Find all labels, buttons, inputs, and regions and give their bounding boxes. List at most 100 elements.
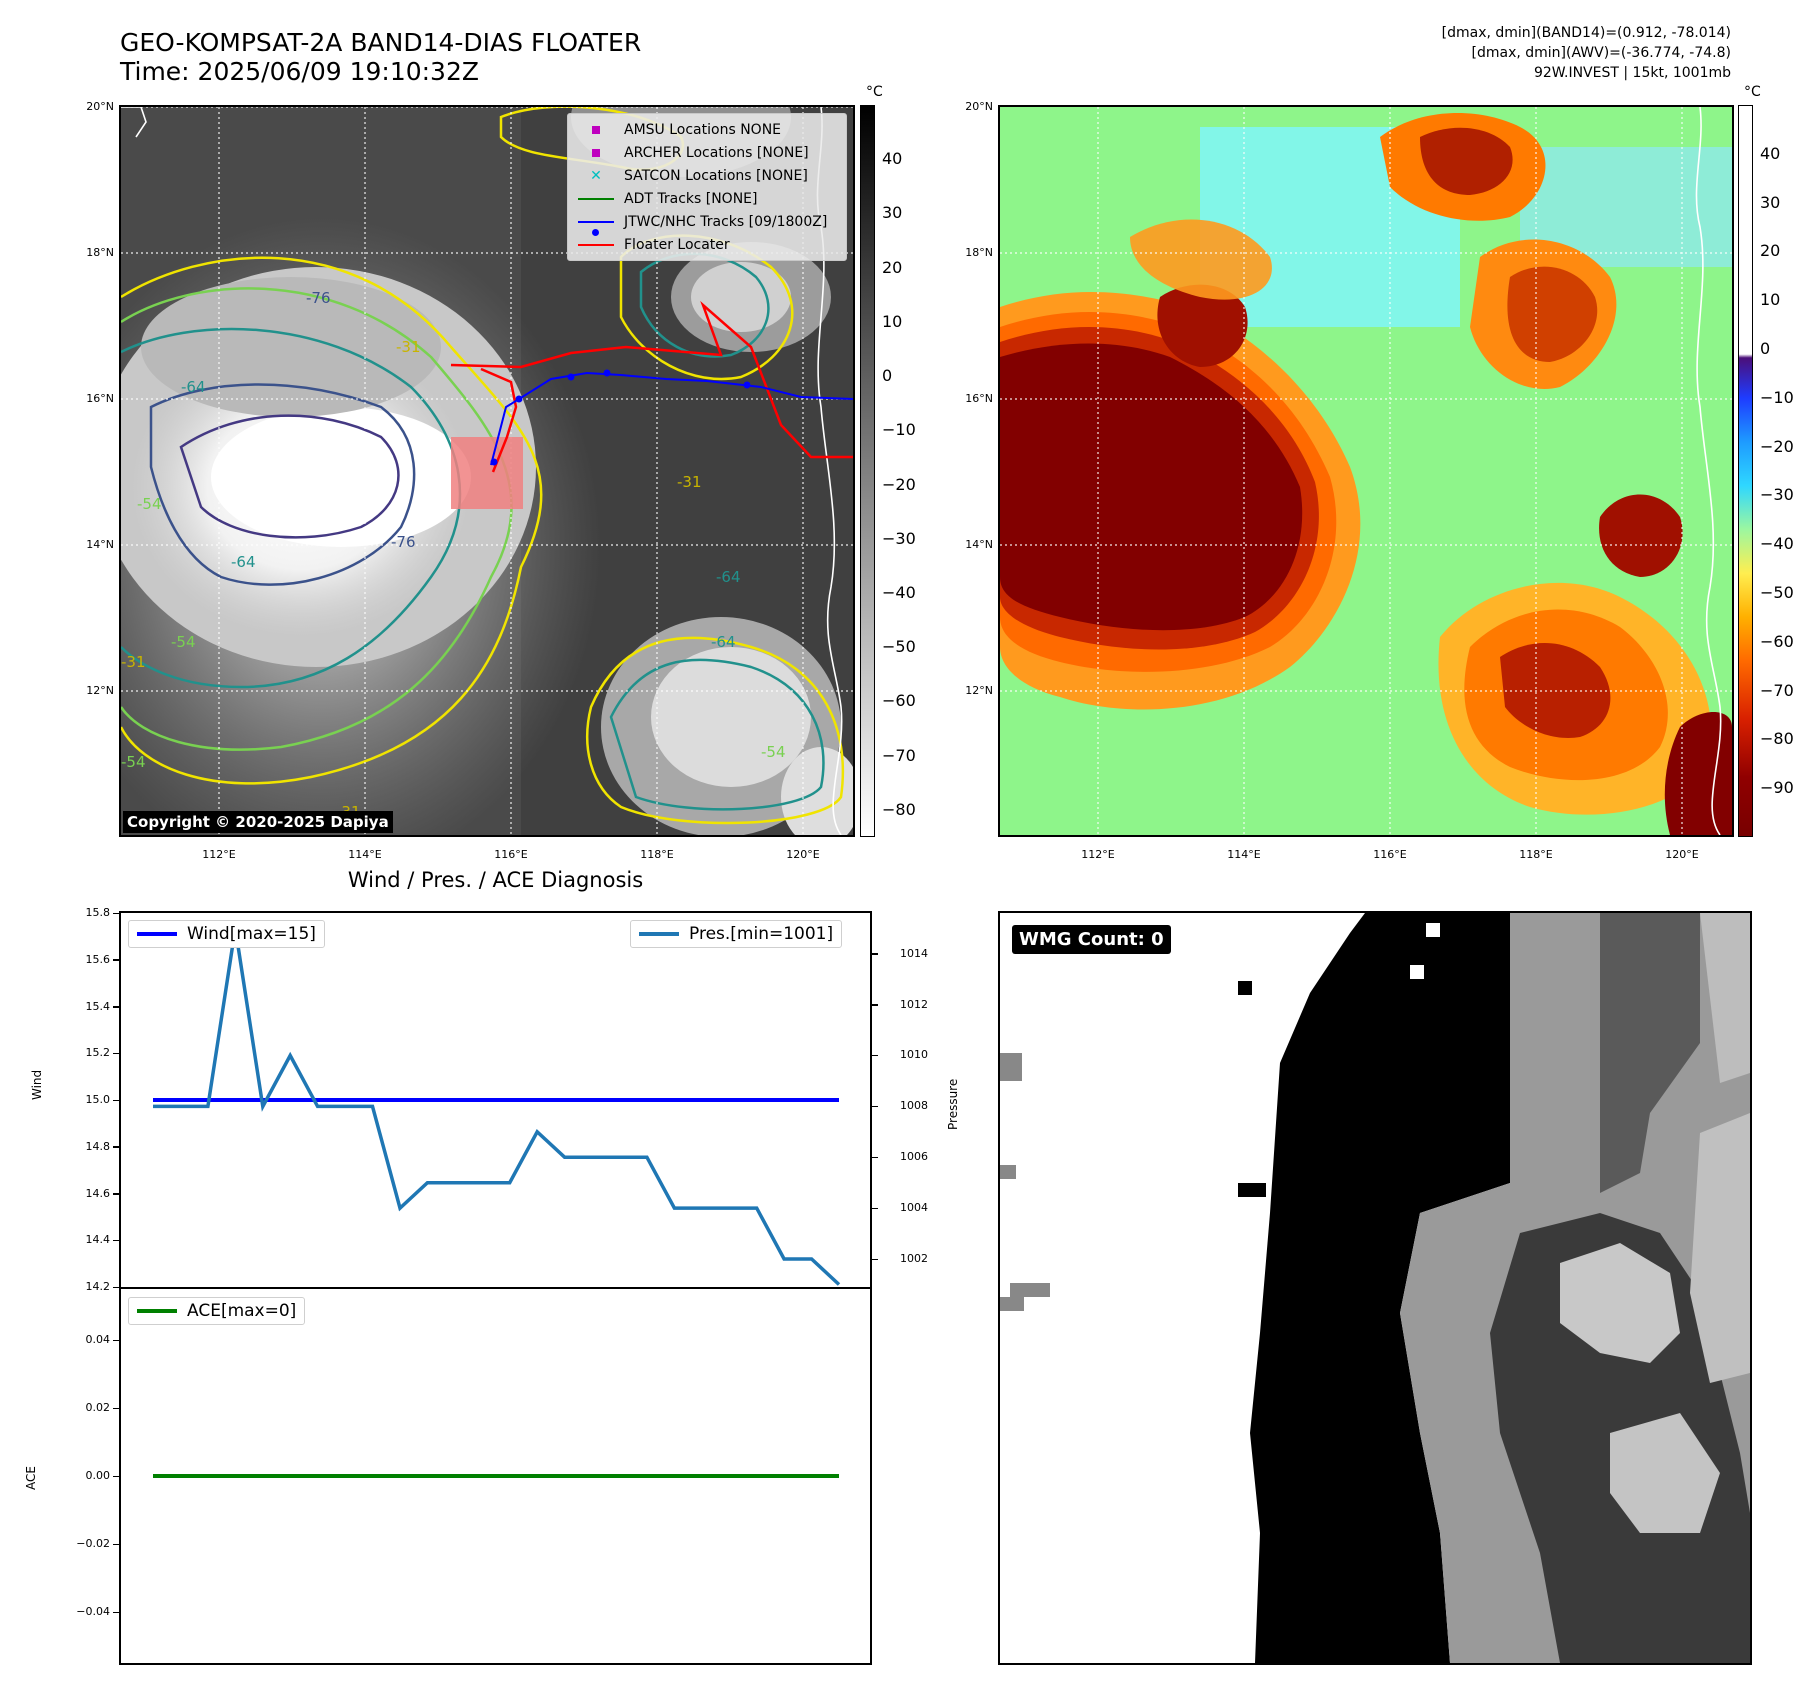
awv-stats: [dmax, dmin](AWV)=(-36.774, -74.8) xyxy=(1471,45,1731,61)
diagnosis-title: Wind / Pres. / ACE Diagnosis xyxy=(347,868,644,892)
legend-jtwc: JTWC/NHC Tracks [09/1800Z] xyxy=(576,210,838,236)
awv-colorbar-tick: 20 xyxy=(1760,241,1781,261)
map-legend: AMSU Locations NONE ARCHER Locations [NO… xyxy=(567,113,847,261)
y-tick-mark xyxy=(113,1146,119,1148)
lat-tick-label: 14°N xyxy=(965,538,993,551)
y-tick-mark xyxy=(872,1105,878,1108)
awv-colorbar-unit: °C xyxy=(1744,84,1761,100)
legend-satcon: ✕ SATCON Locations [NONE] xyxy=(590,167,808,184)
contour-label: -54 xyxy=(121,753,146,771)
awv-colorbar-tick: −50 xyxy=(1760,583,1794,602)
lon-tick-label: 116°E xyxy=(494,848,528,861)
y-tick-mark xyxy=(113,1407,119,1409)
copyright-label: Copyright © 2020-2025 Dapiya xyxy=(123,811,393,833)
ace-plot xyxy=(153,1474,839,1478)
awv-colorbar-tick: 30 xyxy=(1760,192,1781,212)
lon-tick-label: 118°E xyxy=(640,848,674,861)
ir-colorbar-tick: 30 xyxy=(882,203,903,223)
lon-tick-label: 120°E xyxy=(1665,848,1699,861)
y-tick-label: 15.4 xyxy=(85,999,111,1013)
chart-time: Time: 2025/06/09 19:10:32Z xyxy=(120,57,479,86)
y-tick-mark xyxy=(872,1207,878,1210)
ir-colorbar-tick: 20 xyxy=(882,257,903,277)
lat-tick-label: 16°N xyxy=(965,392,993,405)
legend-amsu: AMSU Locations NONE xyxy=(576,118,838,141)
contour-label: -54 xyxy=(137,495,162,513)
y-tick-label: 15.6 xyxy=(85,952,111,966)
contour-label: -54 xyxy=(171,633,196,651)
contour-label: -76 xyxy=(306,289,331,307)
awv-colorbar-tick: −70 xyxy=(1760,680,1794,700)
lat-tick-label: 20°N xyxy=(86,100,114,113)
y-tick-mark xyxy=(872,1054,878,1057)
wind-legend-line xyxy=(137,932,177,936)
y-tick-mark xyxy=(113,1286,119,1288)
y-tick-label: 1008 xyxy=(900,1099,928,1113)
lat-tick-label: 18°N xyxy=(86,246,114,259)
ir-colorbar-tick: −50 xyxy=(882,637,916,657)
y-tick-label: 0.04 xyxy=(85,1333,111,1346)
contour-label: -64 xyxy=(181,378,206,396)
pressure-legend-label: Pres.[min=1001] xyxy=(689,924,834,944)
lat-tick-label: 12°N xyxy=(86,684,114,697)
y-tick-label: 14.8 xyxy=(85,1139,111,1153)
y-tick-label: 1004 xyxy=(900,1201,928,1215)
ir-colorbar-tick: −80 xyxy=(882,799,916,819)
y-tick-mark xyxy=(113,959,119,961)
awv-colorbar-tick: −40 xyxy=(1760,534,1794,554)
diagnosis-divider xyxy=(119,1287,872,1289)
awv-map-panel xyxy=(998,105,1734,837)
ace-legend: ACE[max=0] xyxy=(128,1297,306,1325)
wind-axis-label: Wind xyxy=(30,1069,44,1100)
wmg-image xyxy=(1000,913,1750,1663)
y-tick-mark xyxy=(113,1543,119,1545)
wind-legend-label: Wind[max=15] xyxy=(187,924,316,944)
ir-colorbar-tick: −30 xyxy=(882,528,916,548)
lon-tick-label: 114°E xyxy=(348,848,382,861)
y-tick-mark xyxy=(113,1052,119,1055)
ir-colorbar-unit: °C xyxy=(866,84,883,100)
lon-tick-label: 112°E xyxy=(1081,848,1115,861)
y-tick-label: 1014 xyxy=(900,946,928,960)
y-tick-label: −0.02 xyxy=(76,1537,110,1550)
chart-title: GEO-KOMPSAT-2A BAND14-DIAS FLOATER xyxy=(120,28,642,57)
lat-tick-label: 18°N xyxy=(965,246,993,259)
y-tick-mark xyxy=(113,1475,119,1477)
wmg-count-badge: WMG Count: 0 xyxy=(1012,925,1171,954)
legend-archer: ARCHER Locations [NONE] xyxy=(576,141,838,164)
ir-colorbar-tick: −10 xyxy=(882,420,916,440)
y-tick-label: 14.6 xyxy=(85,1186,111,1200)
ir-colorbar-tick: −20 xyxy=(882,474,916,494)
awv-colorbar-tick: −90 xyxy=(1760,778,1794,798)
lon-tick-label: 112°E xyxy=(202,848,236,861)
ir-colorbar-tick: −60 xyxy=(882,691,916,711)
lat-tick-label: 20°N xyxy=(965,100,993,113)
ir-colorbar-tick: −40 xyxy=(882,583,916,602)
awv-map-image xyxy=(1000,107,1732,835)
y-tick-label: 14.4 xyxy=(85,1233,111,1247)
y-tick-mark xyxy=(113,912,119,914)
y-tick-mark xyxy=(113,1611,119,1613)
y-tick-mark xyxy=(113,1239,119,1242)
y-tick-label: 0.02 xyxy=(85,1401,111,1414)
y-tick-label: 1006 xyxy=(900,1150,928,1164)
pressure-legend-line xyxy=(639,932,679,936)
wind-legend: Wind[max=15] xyxy=(128,920,325,948)
contour-label: -64 xyxy=(231,553,256,571)
ir-colorbar-tick: 40 xyxy=(882,149,903,169)
y-tick-mark xyxy=(113,1193,119,1195)
y-tick-mark xyxy=(872,953,878,955)
y-tick-label: 1002 xyxy=(900,1252,928,1265)
y-tick-mark xyxy=(113,1339,119,1341)
contour-label: -31 xyxy=(396,338,421,356)
awv-colorbar-tick: 40 xyxy=(1760,143,1781,163)
y-tick-label: 1012 xyxy=(900,997,928,1011)
lat-tick-label: 14°N xyxy=(86,538,114,551)
lat-tick-label: 12°N xyxy=(965,684,993,697)
contour-label: -31 xyxy=(677,473,702,491)
y-tick-label: 15.8 xyxy=(85,906,111,919)
awv-colorbar-tick: −10 xyxy=(1760,387,1794,407)
band14-stats: [dmax, dmin](BAND14)=(0.912, -78.014) xyxy=(1441,25,1731,41)
y-tick-label: 0.00 xyxy=(85,1469,111,1482)
awv-colorbar-tick: 10 xyxy=(1760,290,1781,310)
